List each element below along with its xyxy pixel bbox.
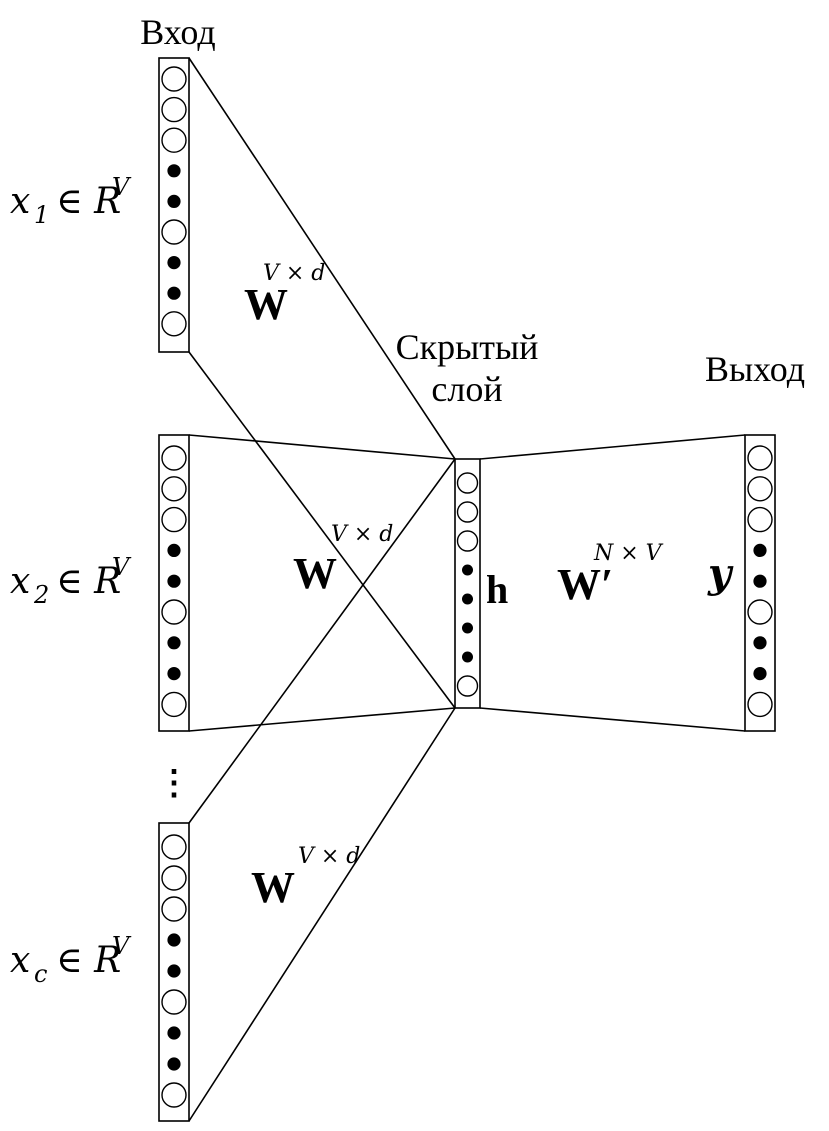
neuron-node [161, 127, 187, 153]
conn-x2-top [188, 434, 456, 460]
neuron-node [747, 506, 773, 533]
hidden-title-line2: слой [431, 369, 502, 409]
conn-x2-bottom [188, 707, 456, 732]
neuron-node [456, 675, 479, 697]
x1-rel: ∈ R [56, 181, 121, 222]
weight-label-2: W V × d [293, 522, 393, 598]
neuron-node [747, 445, 773, 471]
hidden-title-line1: Скрытый [396, 327, 539, 367]
input-title: Вход [140, 12, 215, 52]
weight-out-dims: N × V [593, 541, 664, 566]
ellipsis-dot [753, 574, 767, 588]
weight-label-out: W′ N × V [557, 541, 664, 609]
conn-x1-bottom [188, 351, 456, 709]
ellipsis-dot [167, 964, 181, 978]
conn-xc-top [188, 458, 456, 824]
neuron-node [456, 530, 479, 552]
input-label-xc: x c ∈ R V [10, 932, 132, 988]
conn-x1-top [188, 57, 456, 460]
weight-1-dims: V × d [263, 261, 325, 286]
neuron-node [747, 599, 773, 625]
x2-sub: 2 [33, 581, 49, 609]
xc-rel: ∈ R [56, 940, 121, 981]
conn-out-top [479, 434, 746, 460]
neuron-node [161, 599, 187, 625]
x2-sup: V [112, 553, 132, 581]
neuron-node [161, 311, 187, 337]
ellipsis-dot [167, 256, 181, 270]
ellipsis-dot [753, 636, 767, 650]
ellipsis-dot [167, 933, 181, 947]
ellipsis-dot [167, 1026, 181, 1040]
neuron-node [161, 66, 187, 92]
neuron-node [161, 865, 187, 891]
neuron-node [161, 506, 187, 533]
neuron-node [161, 476, 187, 502]
ellipsis-dot [167, 1057, 181, 1071]
neuron-node [161, 96, 187, 123]
input-layer-x2 [158, 434, 190, 732]
input-layer-x1 [158, 57, 190, 353]
xc-sup: V [112, 932, 132, 960]
weight-3-symbol: W [251, 863, 295, 912]
ellipsis-dot [167, 164, 181, 178]
neuron-node [161, 896, 187, 922]
neuron-node [161, 219, 187, 245]
x1-var: x [10, 181, 30, 222]
ellipsis-dot [462, 651, 473, 663]
ellipsis-dot [167, 194, 181, 208]
output-layer [744, 434, 776, 732]
hidden-vector-label: h [486, 567, 508, 612]
neuron-node [456, 501, 479, 523]
ellipsis-dot [462, 593, 473, 605]
ellipsis-dot [753, 667, 767, 681]
ellipsis-dot [462, 564, 473, 576]
neuron-node [747, 691, 773, 718]
connection-lines [188, 57, 746, 1122]
x1-sup: V [112, 173, 132, 201]
weight-1-symbol: W [244, 280, 288, 329]
output-vector-label: y [707, 550, 734, 597]
x2-rel: ∈ R [56, 561, 121, 602]
input-label-x2: x 2 ∈ R V [10, 553, 132, 609]
weight-3-dims: V × d [298, 844, 360, 869]
weight-label-1: W V × d [244, 261, 325, 329]
input-label-x1: x 1 ∈ R V [10, 173, 132, 229]
ellipsis-dot [167, 667, 181, 681]
neuron-node [161, 445, 187, 471]
output-title: Выход [705, 349, 805, 389]
weight-label-3: W V × d [251, 844, 360, 912]
neuron-node [747, 476, 773, 502]
x1-sub: 1 [34, 201, 49, 229]
ellipsis-dot [462, 622, 473, 634]
weight-2-dims: V × d [331, 522, 393, 547]
input-layer-xc [158, 822, 190, 1122]
neuron-node [456, 472, 479, 494]
neuron-node [161, 989, 187, 1015]
ellipsis-dot [753, 543, 767, 558]
weight-out-symbol: W′ [557, 560, 613, 609]
ellipsis-dot [167, 286, 181, 300]
conn-xc-bottom [188, 707, 456, 1122]
ellipsis-dot [167, 543, 181, 558]
x2-var: x [10, 561, 30, 602]
weight-2-symbol: W [293, 549, 337, 598]
hidden-layer [454, 458, 481, 709]
xc-var: x [10, 940, 30, 981]
ellipsis-dot [167, 636, 181, 650]
ellipsis-dot [167, 574, 181, 588]
conn-out-bottom [479, 707, 746, 732]
xc-sub: c [34, 960, 47, 988]
vertical-ellipsis: ⋮ [157, 765, 191, 802]
neuron-node [161, 1082, 187, 1108]
neuron-node [161, 691, 187, 718]
neuron-node [161, 834, 187, 860]
